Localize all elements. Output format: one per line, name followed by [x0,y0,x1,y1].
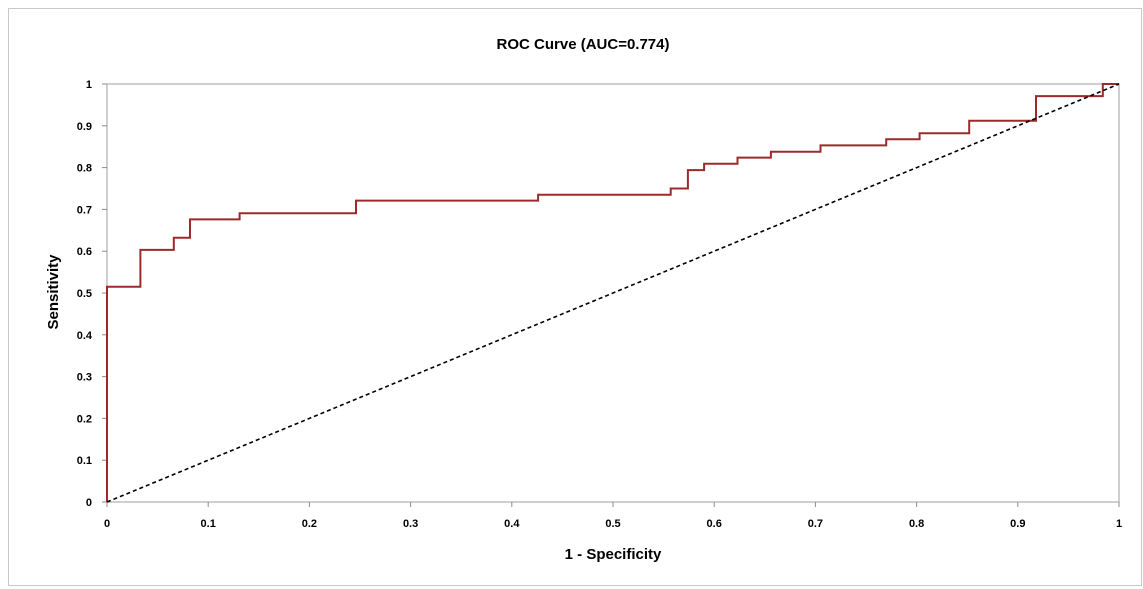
y-tick-label: 0 [86,497,92,509]
chart-title: ROC Curve (AUC=0.774) [497,36,670,53]
x-tick-label: 0.6 [707,518,722,530]
y-tick-label: 0.9 [77,121,92,133]
x-tick-label: 0.5 [605,518,620,530]
x-tick-label: 0.1 [201,518,216,530]
x-tick-label: 0 [104,518,110,530]
x-tick-label: 0.8 [909,518,924,530]
x-tick-label: 0.2 [302,518,317,530]
roc-curve-line [106,83,1119,502]
y-axis-label: Sensitivity [45,254,62,330]
chart-frame [8,8,1142,586]
y-tick-label: 0.7 [77,204,92,216]
y-tick-label: 0.8 [77,163,92,175]
y-tick-label: 1 [86,79,92,91]
y-tick-label: 0.5 [77,288,92,300]
y-tick-label: 0.3 [77,372,92,384]
x-tick-label: 0.7 [808,518,823,530]
x-tick-label: 1 [1116,518,1122,530]
y-tick-label: 0.1 [77,455,92,467]
x-tick-label: 0.3 [403,518,418,530]
y-tick-label: 0.4 [77,330,93,342]
reference-diagonal-line [106,83,1120,503]
x-tick-label: 0.9 [1010,518,1025,530]
y-tick-label: 0.6 [77,246,92,258]
x-tick-label: 0.4 [504,518,520,530]
y-tick-label: 0.2 [77,413,92,425]
x-axis-label: 1 - Specificity [565,546,662,563]
